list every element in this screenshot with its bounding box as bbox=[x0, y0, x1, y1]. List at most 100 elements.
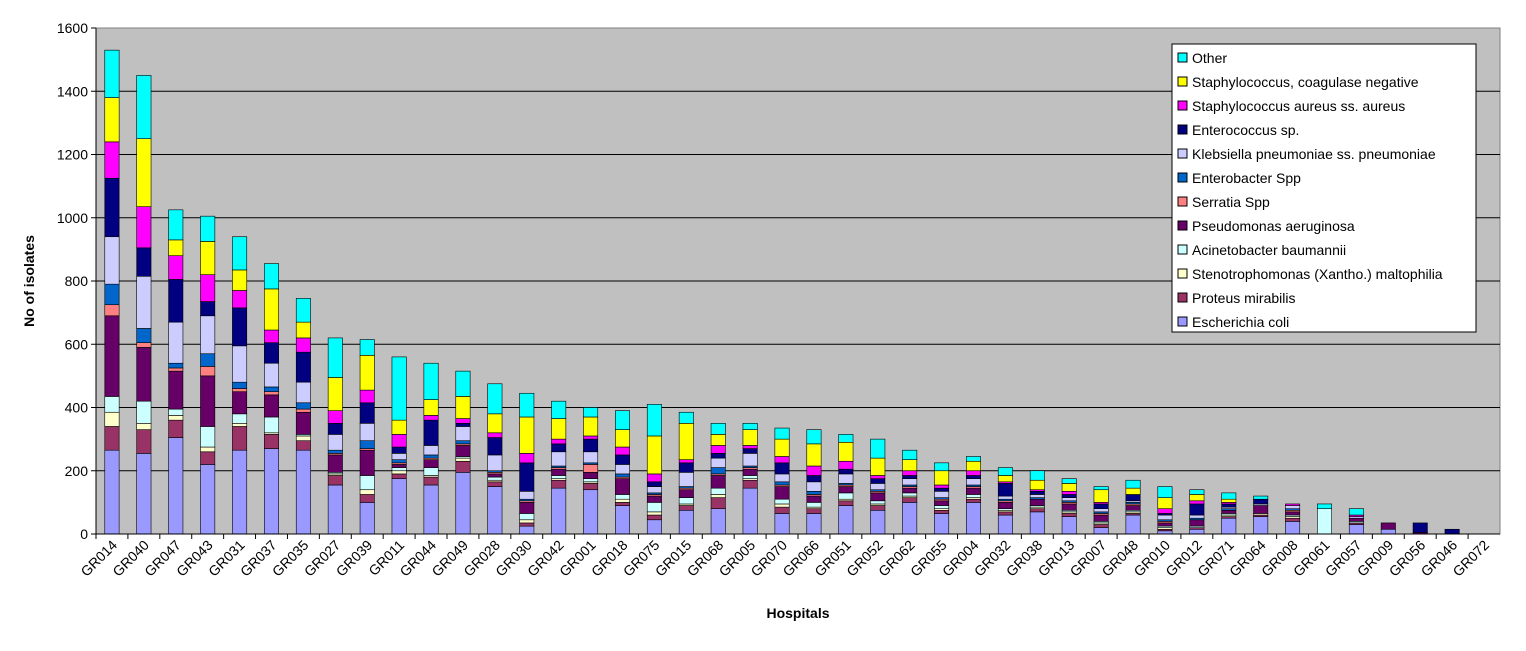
bar-segment bbox=[1093, 486, 1109, 491]
bar-segment bbox=[615, 478, 630, 495]
bar-segment bbox=[966, 478, 981, 486]
bar-segment bbox=[200, 241, 216, 275]
bar-segment bbox=[774, 456, 790, 464]
bar-segment bbox=[1221, 492, 1237, 500]
bar-segment bbox=[583, 472, 599, 479]
bar-segment bbox=[1029, 470, 1045, 481]
bar-segment bbox=[327, 434, 343, 451]
bar-segment bbox=[327, 423, 343, 435]
bar-segment bbox=[646, 486, 662, 494]
bar-segment bbox=[902, 502, 918, 535]
bar-segment bbox=[168, 362, 184, 369]
bar-segment bbox=[232, 423, 248, 427]
bar-segment bbox=[327, 454, 343, 473]
bar-segment bbox=[774, 473, 790, 483]
bar-segment bbox=[806, 443, 822, 467]
bar-segment bbox=[136, 453, 152, 535]
bar-segment bbox=[870, 483, 886, 491]
bar-segment bbox=[136, 138, 152, 207]
bar-segment bbox=[295, 440, 311, 451]
legend-label: Stenotrophomonas (Xantho.) maltophilia bbox=[1192, 266, 1443, 282]
bar-segment bbox=[264, 288, 279, 331]
bar-segment bbox=[168, 279, 184, 323]
bar-segment bbox=[806, 495, 822, 503]
bar-segment bbox=[615, 505, 630, 535]
bar-segment bbox=[966, 475, 981, 479]
bar-segment bbox=[1061, 503, 1077, 511]
bar-segment bbox=[104, 396, 120, 413]
bar-segment bbox=[136, 347, 152, 402]
bar-segment bbox=[774, 513, 790, 535]
legend-label: Staphylococcus, coagulase negative bbox=[1192, 74, 1419, 90]
bar-segment bbox=[1157, 514, 1173, 521]
bar-segment bbox=[966, 494, 981, 498]
bar-segment bbox=[997, 495, 1013, 500]
bar-segment bbox=[264, 391, 279, 396]
bar-segment bbox=[327, 475, 343, 486]
bar-segment bbox=[168, 419, 184, 438]
bar-segment bbox=[200, 426, 216, 448]
bar-segment bbox=[710, 494, 726, 498]
bar-segment bbox=[455, 426, 471, 442]
bar-segment bbox=[583, 451, 599, 464]
y-tick-label: 1000 bbox=[57, 210, 88, 226]
bar-segment bbox=[646, 404, 662, 437]
bar-segment bbox=[487, 476, 503, 481]
bar-segment bbox=[997, 483, 1013, 497]
bar-segment bbox=[264, 263, 279, 290]
bar-segment bbox=[806, 429, 822, 445]
bar-segment bbox=[136, 206, 152, 249]
bar-segment bbox=[902, 492, 918, 497]
bar-segment bbox=[136, 423, 152, 430]
bar-segment bbox=[902, 470, 918, 476]
bar-segment bbox=[1157, 497, 1173, 510]
bar-segment bbox=[104, 236, 120, 285]
bar-segment bbox=[359, 502, 375, 535]
legend-label: Other bbox=[1192, 50, 1227, 66]
bar-segment bbox=[583, 407, 599, 418]
bar-segment bbox=[455, 370, 471, 397]
bar-segment bbox=[1380, 522, 1396, 530]
bar-segment bbox=[232, 290, 248, 309]
bar-segment bbox=[264, 448, 279, 535]
bar-segment bbox=[359, 389, 375, 404]
bar-segment bbox=[838, 492, 854, 500]
bar-segment bbox=[551, 443, 567, 453]
bar-segment bbox=[295, 411, 311, 435]
bar-segment bbox=[806, 475, 822, 483]
bar-segment bbox=[1157, 522, 1173, 527]
bar-segment bbox=[423, 419, 439, 446]
bar-segment bbox=[838, 434, 854, 443]
bar-segment bbox=[455, 460, 471, 473]
bar-segment bbox=[774, 438, 790, 457]
bar-segment bbox=[264, 434, 279, 449]
bar-segment bbox=[423, 445, 439, 456]
bar-segment bbox=[1125, 494, 1141, 502]
bar-segment bbox=[583, 438, 599, 453]
legend-swatch bbox=[1177, 220, 1188, 231]
bar-segment bbox=[423, 415, 439, 421]
legend-swatch bbox=[1177, 244, 1188, 255]
bar-segment bbox=[359, 402, 375, 424]
bar-segment bbox=[966, 456, 981, 462]
bar-segment bbox=[1253, 498, 1269, 505]
bar-segment bbox=[200, 315, 216, 355]
bar-segment bbox=[1061, 478, 1077, 484]
bar-segment bbox=[232, 345, 248, 383]
bar-segment bbox=[1317, 508, 1332, 535]
bar-segment bbox=[742, 429, 758, 446]
bar-segment bbox=[646, 481, 662, 487]
bar-segment bbox=[646, 495, 662, 503]
bar-segment bbox=[742, 448, 758, 454]
bar-segment bbox=[997, 475, 1013, 483]
bar-segment bbox=[710, 467, 726, 475]
bar-segment bbox=[104, 141, 120, 179]
bar-segment bbox=[1412, 522, 1428, 533]
bar-segment bbox=[168, 209, 184, 241]
bar-segment bbox=[391, 473, 407, 479]
bar-segment bbox=[1253, 516, 1269, 535]
bar-segment bbox=[551, 479, 567, 489]
legend-label: Klebsiella pneumoniae ss. pneumoniae bbox=[1192, 146, 1436, 162]
bar-segment bbox=[1093, 508, 1109, 513]
